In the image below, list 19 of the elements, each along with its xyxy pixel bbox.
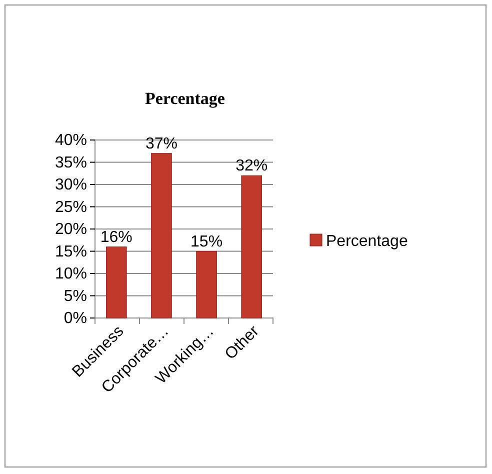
y-tick-label: 15% [54, 243, 87, 260]
y-tick-label: 5% [64, 288, 87, 305]
data-label: 37% [145, 135, 178, 152]
data-label: 16% [100, 228, 132, 246]
y-tick-label: 10% [54, 266, 87, 283]
y-tick-label: 0% [64, 310, 87, 328]
bar [151, 153, 172, 318]
data-label: 32% [236, 158, 268, 175]
y-tick-label: 25% [54, 198, 87, 216]
data-label: 15% [190, 233, 223, 250]
bar [241, 175, 262, 318]
y-tick-label: 20% [54, 221, 87, 238]
y-tick-label: 30% [54, 176, 87, 194]
y-tick-label: 35% [54, 154, 87, 172]
y-tick-label: 40% [54, 132, 87, 150]
bar [106, 246, 127, 318]
legend-label: Percentage [326, 233, 408, 250]
bar [196, 251, 217, 318]
chart-title: Percentage [145, 89, 226, 108]
